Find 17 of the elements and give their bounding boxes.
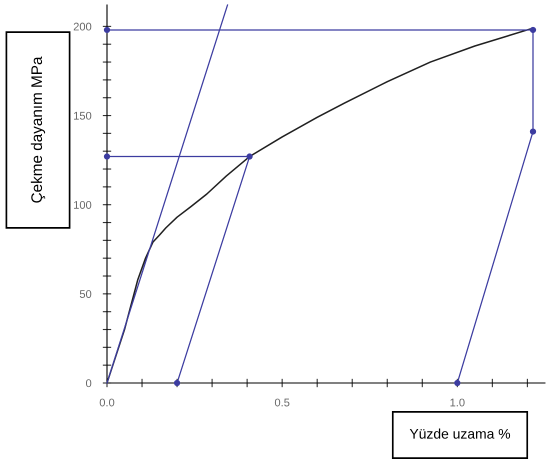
x-tick-label: 0.0 <box>100 398 114 406</box>
x-axis-title: Yüzde uzama % <box>410 428 510 439</box>
x-tick-label: 1.0 <box>450 398 465 406</box>
point <box>246 153 253 160</box>
point <box>530 26 536 34</box>
point <box>174 380 180 386</box>
point <box>104 26 110 34</box>
y-tick-label: 150 <box>74 112 92 120</box>
y-axis-title: Çekme dayanım MPa <box>30 56 46 203</box>
point <box>530 128 536 135</box>
point <box>454 380 460 386</box>
y-tick-label: 100 <box>74 200 92 209</box>
y-tick-label: 50 <box>80 290 92 298</box>
y-tick-label: 200 <box>74 22 92 31</box>
y-tick-label: 0 <box>86 379 92 388</box>
point <box>104 153 110 160</box>
x-tick-label: 0.5 <box>274 398 290 406</box>
